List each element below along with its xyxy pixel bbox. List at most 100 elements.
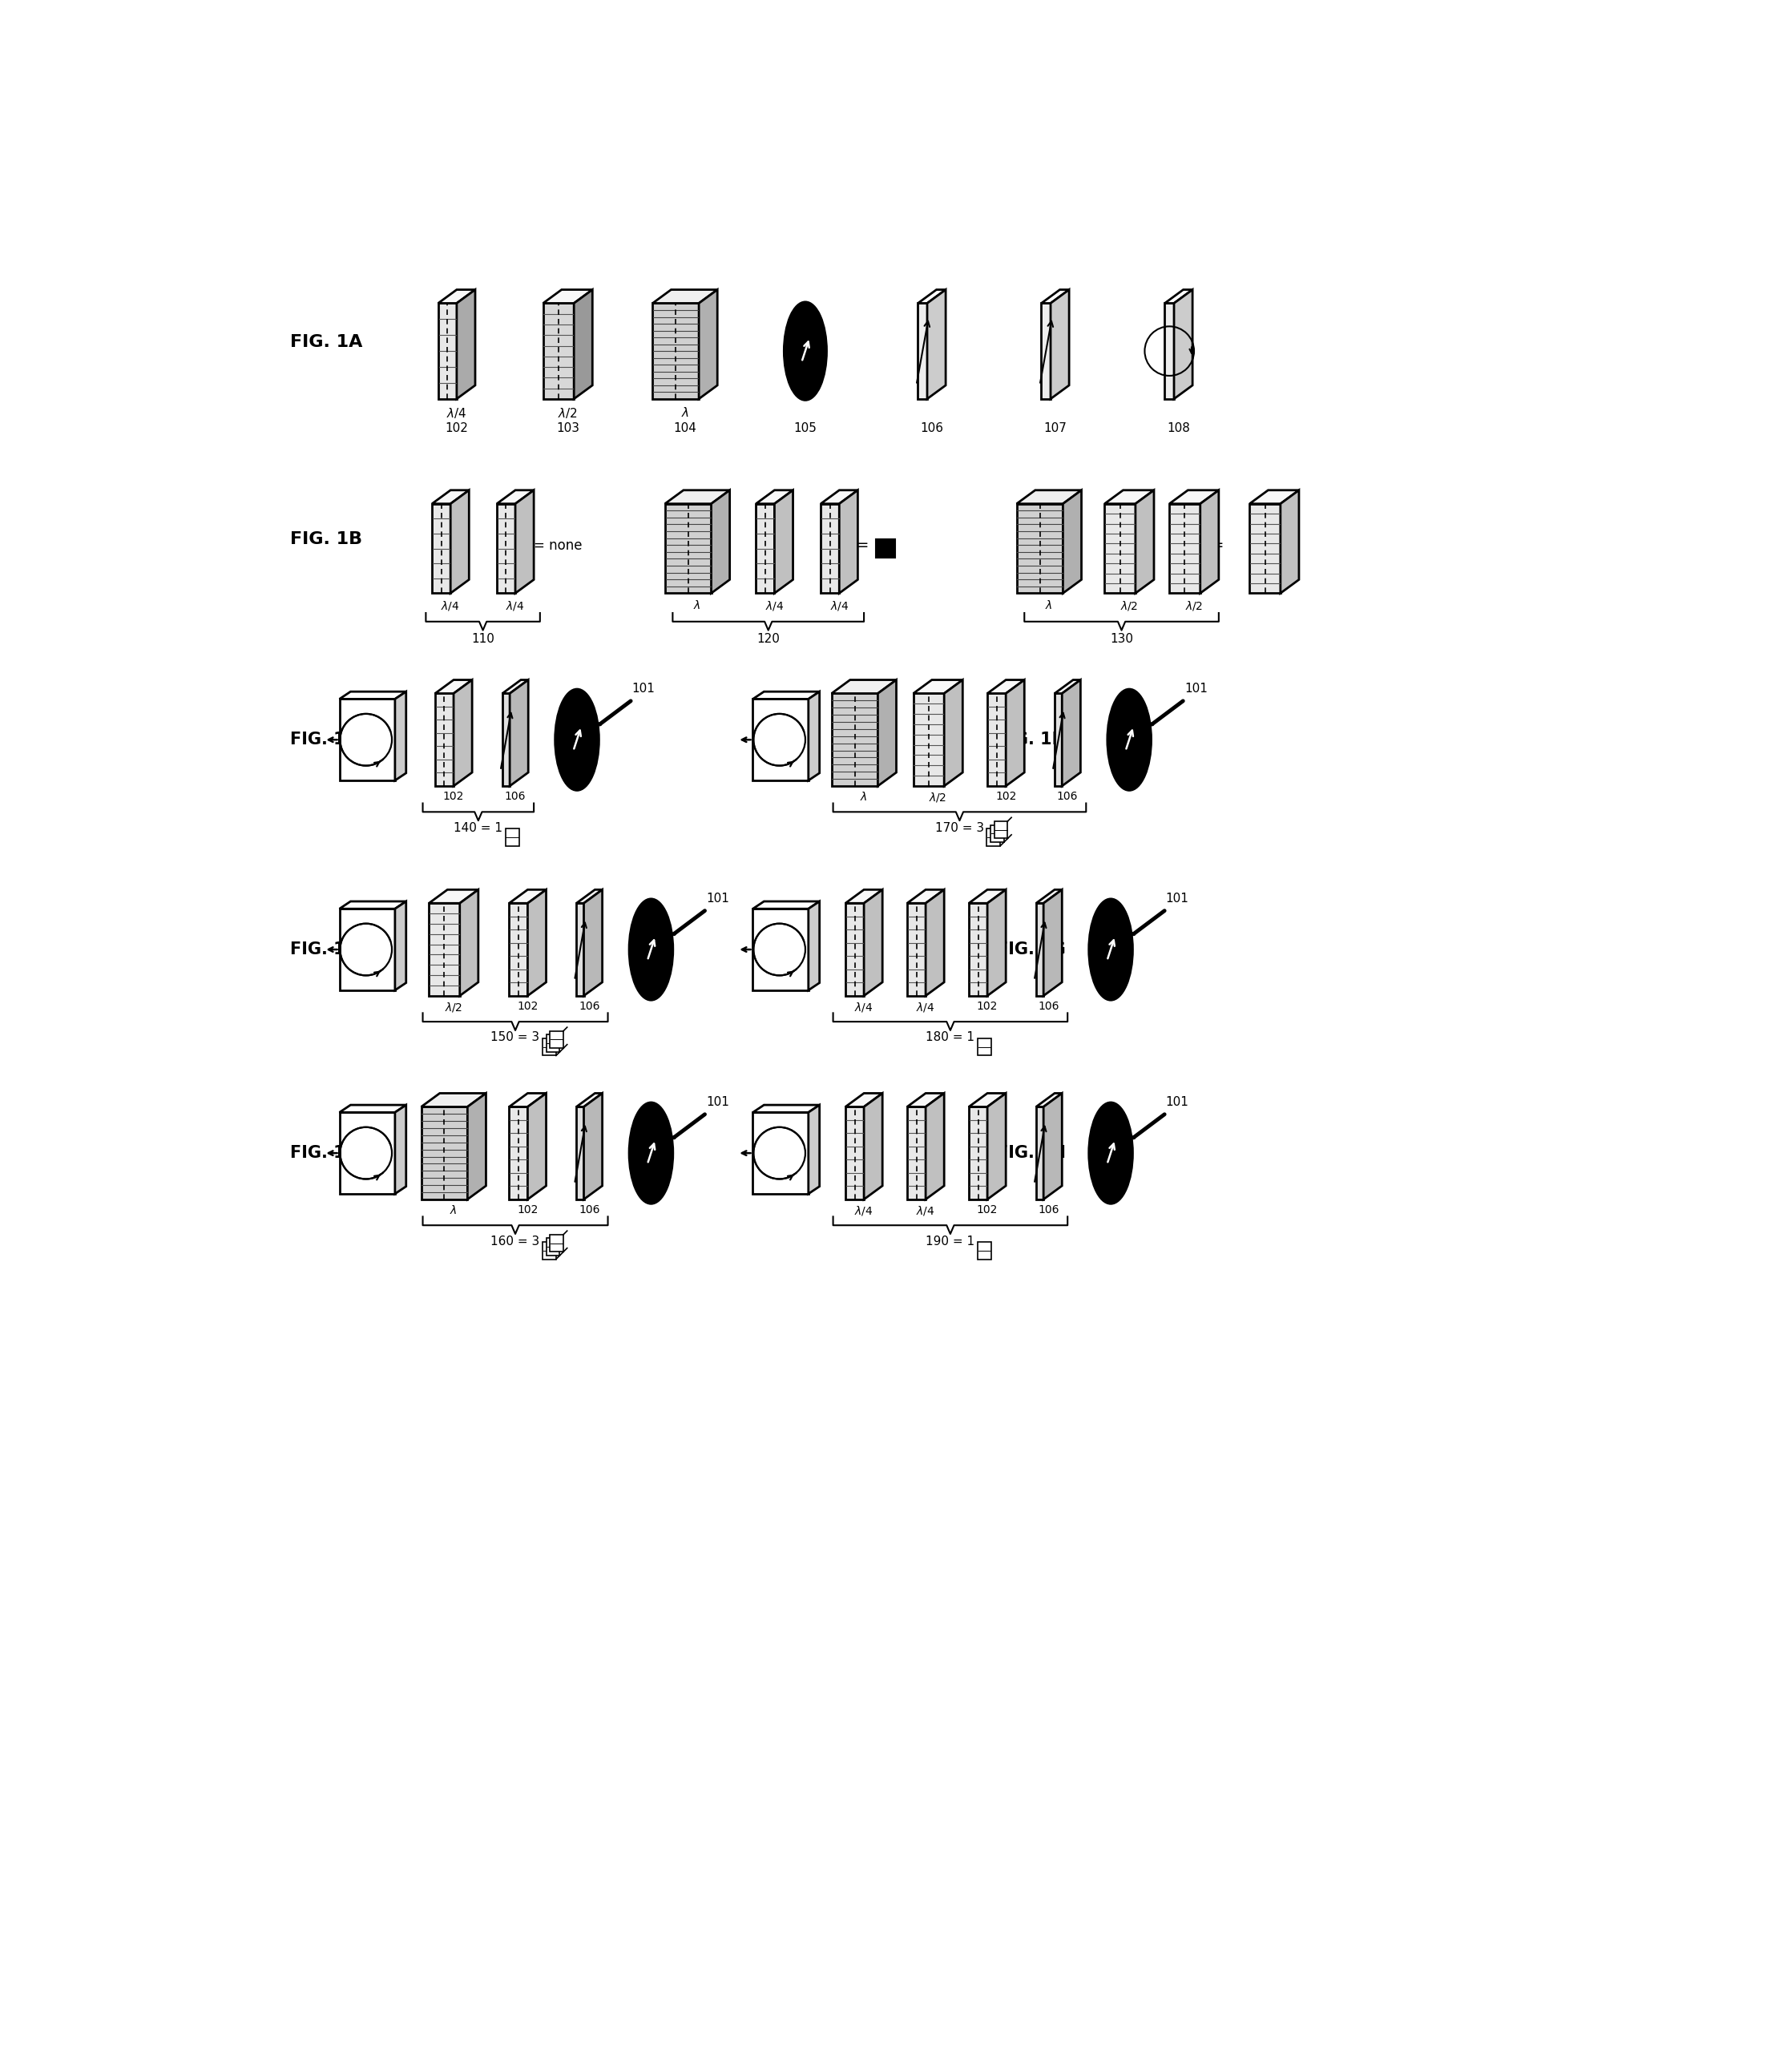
Bar [550, 1235, 564, 1251]
Text: 190 = 1: 190 = 1 [926, 1235, 975, 1247]
Polygon shape [509, 680, 528, 785]
Text: $\lambda$/4: $\lambda$/4 [447, 406, 466, 421]
Polygon shape [753, 910, 808, 990]
Polygon shape [774, 491, 793, 593]
Polygon shape [808, 1104, 820, 1193]
Polygon shape [1035, 1094, 1062, 1106]
Polygon shape [421, 1106, 468, 1200]
Polygon shape [917, 303, 928, 400]
Polygon shape [1173, 290, 1193, 400]
Polygon shape [753, 901, 820, 910]
Text: 107: 107 [1044, 423, 1067, 435]
Text: FIG. 1E: FIG. 1E [290, 1146, 357, 1160]
Polygon shape [664, 503, 710, 593]
Polygon shape [1281, 491, 1299, 593]
Ellipse shape [1108, 688, 1152, 792]
Polygon shape [1005, 680, 1025, 785]
Polygon shape [431, 503, 451, 593]
Polygon shape [906, 889, 944, 903]
Polygon shape [1200, 491, 1219, 593]
Polygon shape [928, 290, 945, 400]
Polygon shape [906, 1094, 944, 1106]
Polygon shape [1062, 680, 1081, 785]
Polygon shape [339, 901, 406, 910]
Polygon shape [968, 889, 1005, 903]
Polygon shape [1035, 1106, 1044, 1200]
Text: 106: 106 [1057, 792, 1078, 802]
Polygon shape [339, 910, 396, 990]
Polygon shape [509, 1106, 528, 1200]
Polygon shape [583, 889, 603, 997]
Polygon shape [583, 1094, 603, 1200]
Polygon shape [516, 491, 534, 593]
Text: 101: 101 [1166, 893, 1189, 905]
Text: 103: 103 [557, 423, 580, 435]
Polygon shape [700, 290, 717, 400]
Bar [876, 539, 894, 557]
Polygon shape [1164, 303, 1173, 400]
Polygon shape [421, 1094, 486, 1106]
Text: FIG. 1F: FIG. 1F [997, 731, 1064, 748]
Polygon shape [509, 1094, 546, 1106]
Polygon shape [832, 680, 896, 694]
Polygon shape [438, 303, 456, 400]
Text: 102: 102 [444, 792, 465, 802]
Polygon shape [435, 694, 454, 785]
Bar [505, 829, 519, 845]
Polygon shape [502, 694, 509, 785]
Text: 106: 106 [580, 1204, 601, 1216]
Polygon shape [820, 503, 839, 593]
Polygon shape [459, 889, 479, 997]
Polygon shape [497, 491, 534, 503]
Bar [542, 1241, 557, 1260]
Polygon shape [1041, 290, 1069, 303]
Ellipse shape [785, 303, 827, 400]
Text: 102: 102 [518, 1204, 539, 1216]
Text: 102: 102 [445, 423, 468, 435]
Polygon shape [753, 1104, 820, 1113]
Ellipse shape [629, 899, 673, 1001]
Text: 106: 106 [1039, 1204, 1060, 1216]
Polygon shape [542, 303, 574, 400]
Polygon shape [710, 491, 730, 593]
Bar [977, 1038, 991, 1055]
Polygon shape [988, 1094, 1005, 1200]
Text: FIG. 1G: FIG. 1G [997, 941, 1066, 957]
Bar [542, 1038, 557, 1055]
Ellipse shape [629, 1102, 673, 1204]
Polygon shape [944, 680, 963, 785]
Polygon shape [926, 889, 944, 997]
Polygon shape [864, 1094, 882, 1200]
Polygon shape [968, 1106, 988, 1200]
Text: 101: 101 [633, 682, 656, 694]
Polygon shape [753, 692, 820, 698]
Polygon shape [845, 903, 864, 997]
Text: 160 = 3: 160 = 3 [491, 1235, 541, 1247]
Polygon shape [1136, 491, 1154, 593]
Text: 180 = 1: 180 = 1 [926, 1032, 975, 1044]
Polygon shape [906, 903, 926, 997]
Polygon shape [429, 889, 479, 903]
Polygon shape [497, 503, 516, 593]
Polygon shape [1170, 503, 1200, 593]
Text: $\lambda$: $\lambda$ [861, 792, 868, 804]
Bar [546, 1034, 560, 1053]
Text: 150 = 3: 150 = 3 [491, 1032, 539, 1044]
Bar [986, 829, 1000, 845]
Bar [977, 1241, 991, 1260]
Polygon shape [396, 692, 406, 781]
Text: 140 = 1: 140 = 1 [454, 823, 504, 833]
Polygon shape [808, 692, 820, 781]
Text: $\lambda$/2: $\lambda$/2 [1120, 599, 1138, 611]
Polygon shape [652, 290, 717, 303]
Text: $\lambda$: $\lambda$ [694, 599, 701, 611]
Polygon shape [664, 491, 730, 503]
Polygon shape [1164, 290, 1193, 303]
Text: $\lambda$/2: $\lambda$/2 [445, 1001, 463, 1013]
Text: $\lambda$/4: $\lambda$/4 [855, 1204, 873, 1216]
Text: $\lambda$: $\lambda$ [1046, 599, 1053, 611]
Polygon shape [808, 901, 820, 990]
Polygon shape [451, 491, 468, 593]
Text: 101: 101 [1184, 682, 1207, 694]
Bar [546, 1239, 560, 1256]
